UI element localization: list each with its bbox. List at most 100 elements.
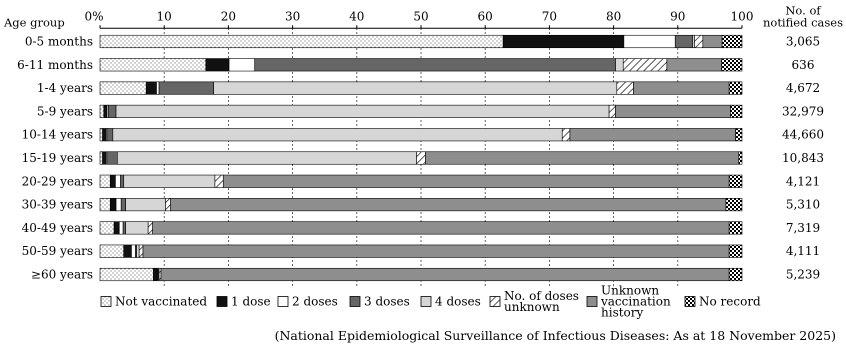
- bar-no-of-doses-unknown: [694, 34, 704, 49]
- bar-unknown-vaccination-history: [615, 104, 731, 118]
- y-header: Age group: [3, 15, 65, 29]
- x-tick-label: 0%: [84, 9, 103, 23]
- x-tick-label: 70: [542, 9, 557, 23]
- category-label: 5-9 years: [37, 104, 93, 118]
- bar-not-vaccinated: [99, 221, 115, 235]
- case-count: 44,660: [782, 128, 824, 142]
- bar-no-record: [735, 128, 743, 142]
- bar-4-doses: [115, 104, 610, 118]
- category-label: 0-5 months: [25, 35, 93, 49]
- bar-2-doses: [228, 58, 256, 72]
- bar-not-vaccinated: [99, 198, 111, 212]
- bar-4-doses: [117, 151, 417, 165]
- bar-2-doses: [115, 174, 121, 188]
- bar-no-record: [730, 104, 743, 118]
- bar-not-vaccinated: [99, 34, 504, 49]
- bar-no-of-doses-unknown: [138, 244, 144, 258]
- bar-unknown-vaccination-history: [170, 198, 727, 212]
- legend-label-unknown-vaccination-history: history: [601, 306, 644, 320]
- bar-no-of-doses-unknown: [147, 221, 153, 235]
- bar-no-of-doses-unknown: [214, 174, 224, 188]
- legend-label-no-record: No record: [699, 295, 761, 309]
- bar-unknown-vaccination-history: [569, 128, 736, 142]
- bar-4-doses: [112, 128, 563, 142]
- bar-1-dose: [152, 267, 158, 282]
- bar-4-doses: [615, 58, 624, 72]
- bar-2-doses: [118, 221, 124, 235]
- bar-3-doses: [108, 104, 117, 118]
- legend-label-no-of-doses-unknown: No. of doses: [504, 289, 579, 303]
- case-count: 7,319: [786, 221, 820, 235]
- bar-unknown-vaccination-history: [222, 174, 730, 188]
- case-count: 10,843: [782, 151, 824, 165]
- x-tick-label: 80: [606, 9, 621, 23]
- bar-no-record: [728, 267, 743, 282]
- x-tick-label: 90: [670, 9, 685, 23]
- case-count: 5,310: [786, 198, 820, 212]
- bar-2-doses: [131, 244, 136, 258]
- bar-unknown-vaccination-history: [633, 81, 730, 95]
- category-label: 10-14 years: [22, 128, 93, 142]
- legend-swatch-3-doses: [349, 296, 361, 307]
- category-label: 20-29 years: [22, 174, 93, 188]
- bar-1-dose: [103, 104, 108, 118]
- bar-unknown-vaccination-history: [425, 151, 740, 165]
- bar-not-vaccinated: [99, 104, 105, 118]
- category-labels: Age group 0-5 months 6-11 months 1-4 years 5…: [3, 15, 93, 281]
- legend-label-unknown-vaccination-history: vaccination: [600, 295, 671, 309]
- legend-label-unknown-vaccination-history: Unknown: [601, 284, 659, 298]
- legend-label-not-vaccinated: Not vaccinated: [115, 295, 207, 309]
- count-header-line-1: No. of: [785, 3, 821, 17]
- bar-4-doses: [213, 81, 618, 95]
- x-tick-label: 10: [157, 9, 172, 23]
- x-tick-label: 50: [413, 9, 428, 23]
- bar-not-vaccinated: [99, 244, 125, 258]
- x-axis: 0% 10 20 30 40 50 60 70 80 90 100: [84, 9, 754, 29]
- bar-no-of-doses-unknown: [165, 198, 171, 212]
- bar-3-doses: [120, 198, 126, 212]
- bar-3-doses: [158, 81, 214, 95]
- legend-label-3-doses: 3 doses: [364, 295, 410, 309]
- bar-1-dose: [123, 244, 132, 258]
- legend-label-1-dose: 1 dose: [231, 295, 271, 309]
- legend-label-no-of-doses-unknown: unknown: [504, 300, 560, 314]
- case-count: 636: [792, 58, 815, 72]
- bar-no-record: [728, 174, 743, 188]
- bar-1-dose: [109, 198, 117, 212]
- x-tick-label: 30: [285, 9, 300, 23]
- bar-1-dose: [145, 81, 157, 95]
- legend-swatch-1-dose: [216, 296, 228, 307]
- category-label: 40-49 years: [22, 221, 93, 235]
- bar-no-record: [725, 198, 743, 212]
- category-label: 15-19 years: [22, 151, 93, 165]
- category-label: 30-39 years: [22, 198, 93, 212]
- bar-3-doses: [120, 174, 125, 188]
- case-count: 32,979: [782, 104, 824, 118]
- case-count: 4,672: [786, 81, 820, 95]
- bar-no-record: [721, 58, 743, 72]
- bar-no-of-doses-unknown: [416, 151, 426, 165]
- bar-2-doses: [115, 198, 122, 212]
- legend-swatch-4-doses: [420, 296, 432, 307]
- case-count: 4,111: [786, 244, 820, 258]
- bar-1-dose: [113, 221, 120, 235]
- bar-2-doses: [156, 81, 160, 95]
- x-tick-label: 20: [221, 9, 236, 23]
- bar-3-doses: [107, 128, 114, 142]
- bar-unknown-vaccination-history: [160, 267, 730, 282]
- bar-2-doses: [623, 34, 676, 49]
- category-label: 50-59 years: [22, 244, 93, 258]
- category-label: ≥60 years: [31, 268, 93, 282]
- bar-no-record: [721, 34, 743, 49]
- x-tick-label: 100: [731, 9, 754, 23]
- case-count: 3,065: [786, 35, 820, 49]
- bar-1-dose: [102, 128, 107, 142]
- x-tick-label: 60: [478, 9, 493, 23]
- legend: Not vaccinated 1 dose 2 doses 3 doses 4 dose…: [100, 284, 761, 320]
- bar-no-record: [728, 81, 743, 95]
- bar-3-doses: [122, 221, 126, 235]
- bar-3-doses: [674, 34, 693, 49]
- bar-not-vaccinated: [99, 58, 207, 72]
